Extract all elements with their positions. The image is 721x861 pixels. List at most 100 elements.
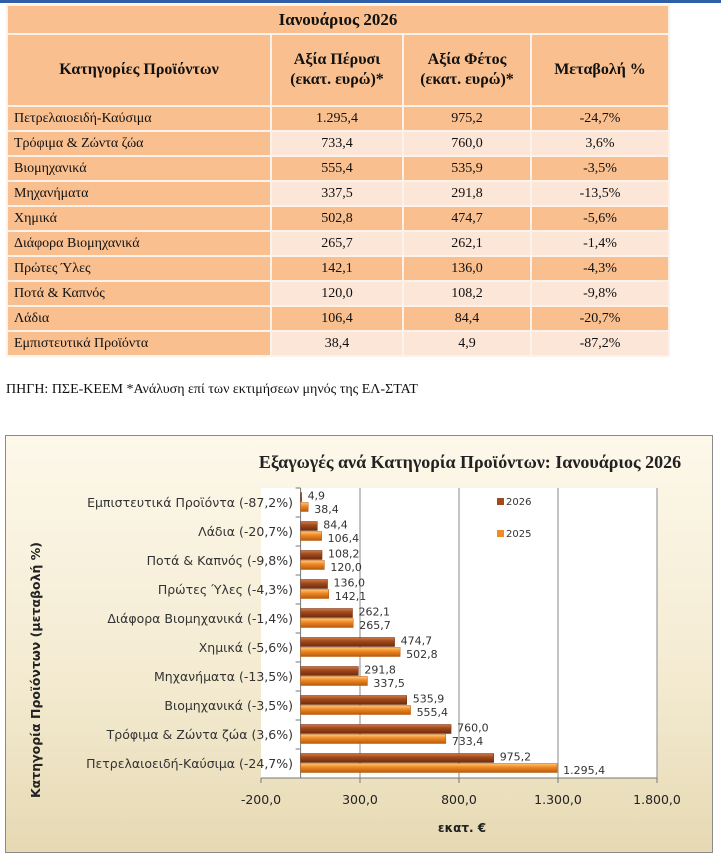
bar-2026 — [300, 753, 494, 763]
cell-category: Ποτά & Καπνός — [8, 282, 270, 305]
data-label-2026: 84,4 — [323, 518, 348, 531]
data-label-2025: 120,0 — [330, 561, 362, 574]
bar-2026 — [300, 521, 318, 531]
cell-category: Πρώτες Ύλες — [8, 257, 270, 280]
table-row: Εμπιστευτικά Προϊόντα 38,4 4,9 -87,2% — [8, 332, 668, 355]
category-label: Βιομηχανικά (-3,5%) — [164, 698, 293, 713]
bar-2026 — [300, 637, 395, 647]
header-this-year: Αξία Φέτος (εκατ. ευρώ)* — [404, 35, 530, 105]
cell-category: Μηχανήματα — [8, 182, 270, 205]
cell-category: Διάφορα Βιομηχανικά — [8, 232, 270, 255]
cell-this-year: 108,2 — [404, 282, 530, 305]
bar-2026 — [300, 579, 328, 589]
table-row: Χημικά 502,8 474,7 -5,6% — [8, 207, 668, 230]
cell-last-year: 106,4 — [272, 307, 402, 330]
bar-2025 — [300, 705, 411, 715]
cell-this-year: 291,8 — [404, 182, 530, 205]
bar-2025 — [300, 560, 325, 570]
cell-category: Τρόφιμα & Ζώντα ζώα — [8, 132, 270, 155]
data-label-2025: 555,4 — [417, 706, 449, 719]
cell-category: Λάδια — [8, 307, 270, 330]
bar-2026 — [300, 724, 452, 734]
data-label-2026: 474,7 — [401, 634, 433, 647]
bar-2026 — [300, 695, 407, 705]
category-label: Μηχανήματα (-13,5%) — [154, 669, 293, 684]
x-tick-label: -200,0 — [241, 792, 281, 807]
category-label: Πρώτες Ύλες (-4,3%) — [158, 582, 293, 597]
category-label: Πετρελαιοειδή-Καύσιμα (-24,7%) — [86, 756, 293, 771]
legend-swatch-2026 — [497, 498, 504, 505]
data-label-2025: 337,5 — [373, 677, 405, 690]
table-row: Ποτά & Καπνός 120,0 108,2 -9,8% — [8, 282, 668, 305]
cell-last-year: 142,1 — [272, 257, 402, 280]
bar-2026 — [300, 492, 302, 502]
x-tick-label: 1.800,0 — [633, 792, 681, 807]
data-label-2025: 142,1 — [335, 590, 367, 603]
cell-category: Χημικά — [8, 207, 270, 230]
legend-swatch-2025 — [497, 530, 504, 537]
data-label-2026: 535,9 — [413, 692, 445, 705]
data-label-2026: 262,1 — [358, 605, 390, 618]
cell-this-year: 136,0 — [404, 257, 530, 280]
category-label: Εμπιστευτικά Προϊόντα (-87,2%) — [87, 495, 293, 510]
cell-last-year: 502,8 — [272, 207, 402, 230]
legend-label-2025: 2025 — [506, 529, 531, 540]
bar-2026 — [300, 550, 323, 560]
bar-2025 — [300, 502, 309, 512]
category-label: Ποτά & Καπνός (-9,8%) — [147, 553, 293, 568]
table-row: Διάφορα Βιομηχανικά 265,7 262,1 -1,4% — [8, 232, 668, 255]
bar-2025 — [300, 676, 368, 686]
bar-2025 — [300, 589, 329, 599]
table-row: Μηχανήματα 337,5 291,8 -13,5% — [8, 182, 668, 205]
x-tick-label: 800,0 — [441, 792, 477, 807]
cell-change: 3,6% — [532, 132, 668, 155]
data-label-2026: 975,2 — [500, 750, 531, 763]
bar-2025 — [300, 531, 322, 541]
header-last-year: Αξία Πέρυσι (εκατ. ευρώ)* — [272, 35, 402, 105]
data-label-2025: 106,4 — [328, 532, 360, 545]
source-note: ΠΗΓΗ: ΠΣΕ-ΚΕΕΜ *Ανάλυση επί των εκτιμήσε… — [6, 382, 418, 397]
cell-last-year: 337,5 — [272, 182, 402, 205]
cell-change: -3,5% — [532, 157, 668, 180]
cell-this-year: 474,7 — [404, 207, 530, 230]
cell-change: -5,6% — [532, 207, 668, 230]
cell-last-year: 38,4 — [272, 332, 402, 355]
cell-this-year: 975,2 — [404, 107, 530, 130]
bar-2025 — [300, 618, 354, 628]
cell-last-year: 555,4 — [272, 157, 402, 180]
table-title-row: Ιανουάριος 2026 — [8, 6, 668, 33]
bar-2026 — [300, 666, 359, 676]
cell-category: Βιομηχανικά — [8, 157, 270, 180]
category-label: Χημικά (-5,6%) — [199, 640, 293, 655]
data-label-2026: 108,2 — [328, 547, 360, 560]
data-label-2026: 291,8 — [364, 663, 396, 676]
cell-category: Πετρελαιοειδή-Καύσιμα — [8, 107, 270, 130]
cell-change: -1,4% — [532, 232, 668, 255]
data-label-2025: 733,4 — [452, 735, 484, 748]
cell-last-year: 265,7 — [272, 232, 402, 255]
y-axis-label: Κατηγορία Προϊόντων (μεταβολή %) — [28, 542, 43, 798]
bar-2026 — [300, 608, 353, 618]
data-label-2025: 1.295,4 — [563, 764, 605, 777]
cell-this-year: 4,9 — [404, 332, 530, 355]
chart-title: Εξαγωγές ανά Κατηγορία Προϊόντων: Ιανουά… — [259, 452, 681, 473]
category-label: Λάδια (-20,7%) — [198, 524, 293, 539]
table-row: Λάδια 106,4 84,4 -20,7% — [8, 307, 668, 330]
cell-last-year: 120,0 — [272, 282, 402, 305]
cell-change: -9,8% — [532, 282, 668, 305]
data-label-2026: 4,9 — [308, 489, 326, 502]
cell-change: -13,5% — [532, 182, 668, 205]
legend-label-2026: 2026 — [506, 497, 531, 508]
data-label-2025: 502,8 — [406, 648, 438, 661]
table-row: Βιομηχανικά 555,4 535,9 -3,5% — [8, 157, 668, 180]
cell-change: -24,7% — [532, 107, 668, 130]
cell-last-year: 1.295,4 — [272, 107, 402, 130]
table-row: Πρώτες Ύλες 142,1 136,0 -4,3% — [8, 257, 668, 280]
category-label: Τρόφιμα & Ζώντα ζώα (3,6%) — [106, 727, 293, 742]
category-label: Διάφορα Βιομηχανικά (-1,4%) — [107, 611, 293, 626]
cell-this-year: 84,4 — [404, 307, 530, 330]
data-label-2025: 38,4 — [314, 503, 339, 516]
data-label-2026: 760,0 — [457, 721, 489, 734]
cell-change: -20,7% — [532, 307, 668, 330]
table-header-row: Κατηγορίες Προϊόντων Αξία Πέρυσι (εκατ. … — [8, 35, 668, 105]
